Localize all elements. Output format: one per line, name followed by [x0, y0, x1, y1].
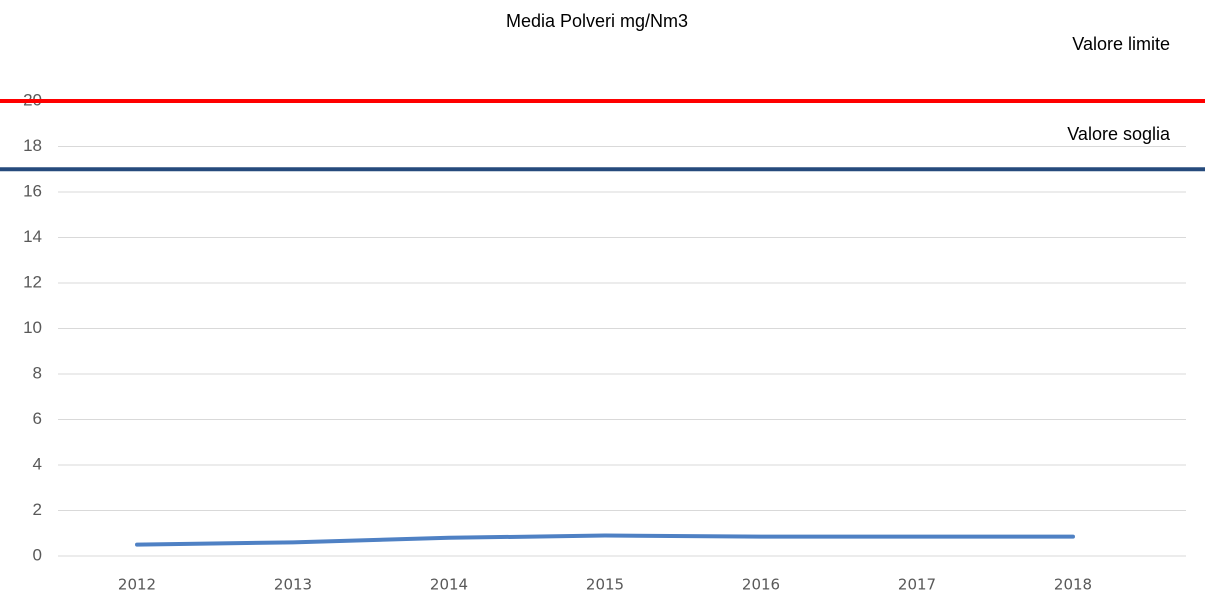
- y-tick-label: 8: [33, 363, 42, 382]
- y-tick-label: 16: [23, 181, 42, 200]
- y-tick-label: 14: [23, 227, 42, 246]
- x-tick-label: 2013: [274, 576, 312, 594]
- x-tick-label: 2017: [898, 576, 936, 594]
- x-tick-label: 2018: [1054, 576, 1092, 594]
- reference-label: Valore soglia: [1067, 124, 1171, 144]
- x-tick-label: 2014: [430, 576, 468, 594]
- y-tick-label: 10: [23, 318, 42, 337]
- data-line: [135, 533, 1075, 547]
- y-tick-label: 4: [33, 454, 42, 473]
- x-tick-label: 2012: [118, 576, 156, 594]
- chart-title: Media Polveri mg/Nm3: [506, 11, 688, 31]
- y-tick-label: 0: [33, 545, 42, 564]
- y-tick-label: 18: [23, 136, 42, 155]
- y-tick-label: 2: [33, 500, 42, 519]
- x-tick-label: 2015: [586, 576, 624, 594]
- x-tick-label: 2016: [742, 576, 780, 594]
- reference-label: Valore limite: [1072, 34, 1170, 54]
- y-tick-label: 6: [33, 409, 42, 428]
- y-tick-label: 12: [23, 272, 42, 291]
